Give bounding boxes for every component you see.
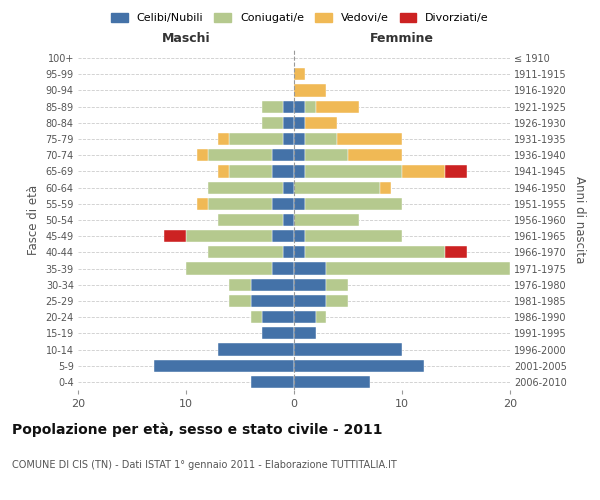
Bar <box>294 182 380 194</box>
Bar <box>186 230 272 242</box>
Bar <box>294 230 305 242</box>
Bar <box>294 166 305 177</box>
Bar <box>262 328 294 340</box>
Bar <box>294 376 370 388</box>
Bar <box>197 198 208 210</box>
Bar <box>283 182 294 194</box>
Bar <box>305 246 445 258</box>
Bar <box>283 214 294 226</box>
Bar <box>294 100 305 112</box>
Bar <box>208 198 272 210</box>
Bar <box>305 100 316 112</box>
Bar <box>251 311 262 323</box>
Bar <box>305 117 337 129</box>
Bar <box>251 376 294 388</box>
Bar <box>294 246 305 258</box>
Y-axis label: Anni di nascita: Anni di nascita <box>572 176 586 264</box>
Bar <box>208 182 283 194</box>
Bar <box>272 262 294 274</box>
Bar <box>294 328 316 340</box>
Bar <box>294 295 326 307</box>
Bar <box>272 166 294 177</box>
Bar <box>283 117 294 129</box>
Bar <box>305 166 402 177</box>
Bar <box>294 311 316 323</box>
Bar <box>294 68 305 80</box>
Text: Femmine: Femmine <box>370 32 434 45</box>
Bar <box>294 117 305 129</box>
Bar <box>294 133 305 145</box>
Text: Popolazione per età, sesso e stato civile - 2011: Popolazione per età, sesso e stato civil… <box>12 422 383 437</box>
Bar <box>272 230 294 242</box>
Bar <box>305 230 402 242</box>
Bar <box>262 100 283 112</box>
Bar <box>218 344 294 355</box>
Text: Maschi: Maschi <box>161 32 211 45</box>
Bar <box>348 149 402 162</box>
Bar <box>229 133 283 145</box>
Bar <box>402 166 445 177</box>
Bar <box>294 149 305 162</box>
Bar <box>208 149 272 162</box>
Bar <box>251 295 294 307</box>
Bar <box>445 166 467 177</box>
Y-axis label: Fasce di età: Fasce di età <box>27 185 40 255</box>
Bar <box>305 198 402 210</box>
Bar <box>445 246 467 258</box>
Bar <box>305 149 348 162</box>
Bar <box>316 100 359 112</box>
Bar <box>326 295 348 307</box>
Bar <box>208 246 283 258</box>
Bar <box>218 214 283 226</box>
Bar <box>218 166 229 177</box>
Bar <box>186 262 272 274</box>
Bar <box>380 182 391 194</box>
Bar <box>262 117 283 129</box>
Bar <box>218 133 229 145</box>
Bar <box>294 344 402 355</box>
Bar <box>283 100 294 112</box>
Bar <box>164 230 186 242</box>
Bar <box>197 149 208 162</box>
Bar <box>294 278 326 291</box>
Bar <box>229 278 251 291</box>
Bar <box>283 133 294 145</box>
Bar <box>305 133 337 145</box>
Bar <box>294 262 326 274</box>
Bar <box>283 246 294 258</box>
Bar <box>337 133 402 145</box>
Bar <box>294 84 326 96</box>
Bar <box>154 360 294 372</box>
Legend: Celibi/Nubili, Coniugati/e, Vedovi/e, Divorziati/e: Celibi/Nubili, Coniugati/e, Vedovi/e, Di… <box>107 8 493 28</box>
Bar <box>262 311 294 323</box>
Bar <box>326 278 348 291</box>
Bar <box>294 198 305 210</box>
Bar <box>316 311 326 323</box>
Bar <box>251 278 294 291</box>
Bar <box>229 295 251 307</box>
Bar <box>272 198 294 210</box>
Text: COMUNE DI CIS (TN) - Dati ISTAT 1° gennaio 2011 - Elaborazione TUTTITALIA.IT: COMUNE DI CIS (TN) - Dati ISTAT 1° genna… <box>12 460 397 470</box>
Bar <box>272 149 294 162</box>
Bar <box>326 262 510 274</box>
Bar <box>229 166 272 177</box>
Bar <box>294 214 359 226</box>
Bar <box>294 360 424 372</box>
